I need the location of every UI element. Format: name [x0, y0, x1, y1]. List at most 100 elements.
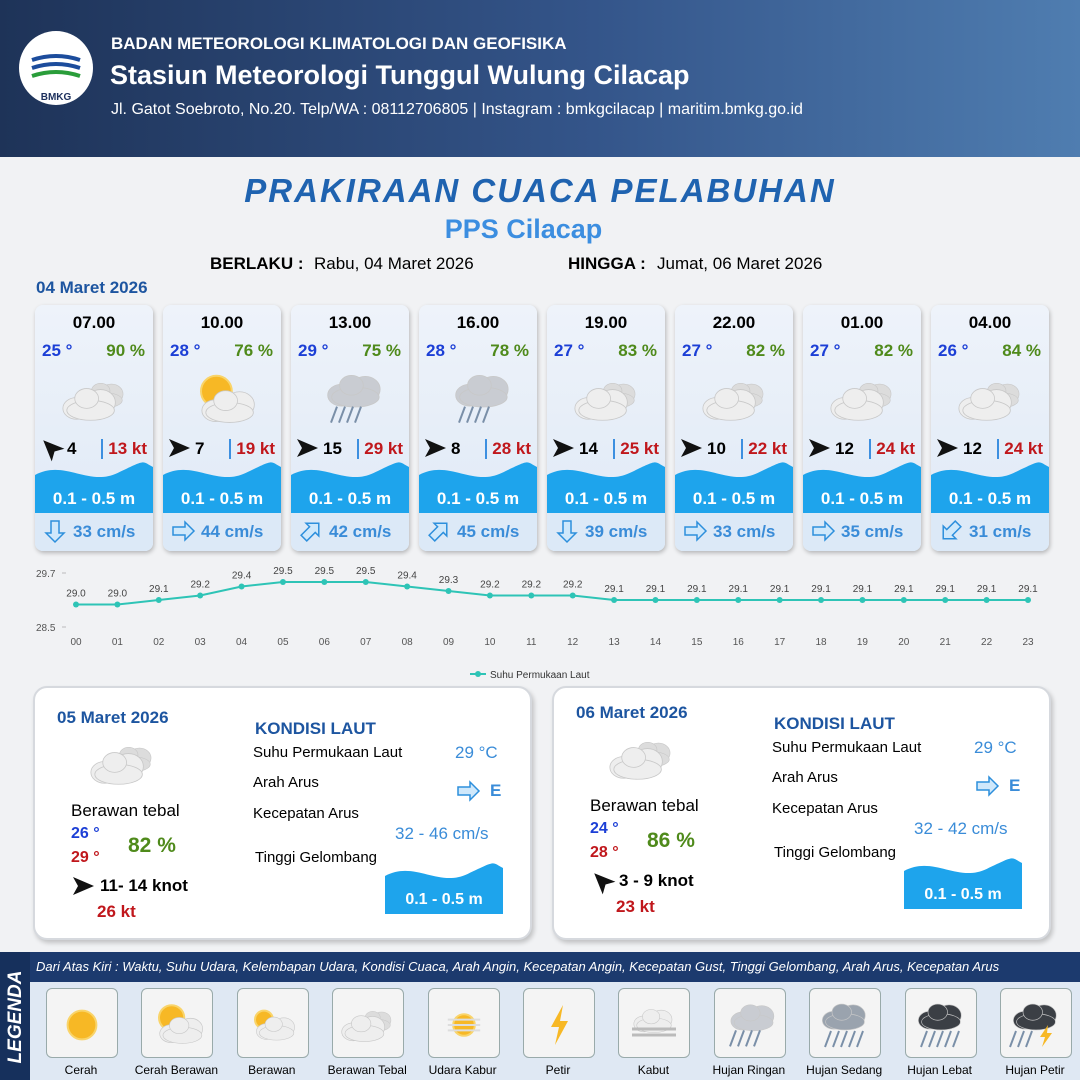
x-tick-label: 21	[940, 637, 952, 648]
sst-value-label: 29.3	[439, 575, 459, 586]
cloud-part	[1022, 1003, 1043, 1021]
time: 10.00	[200, 313, 244, 332]
sea-heading: KONDISI LAUT	[255, 719, 376, 738]
legend-label: Suhu Permukaan Laut	[490, 670, 590, 681]
sst-point	[238, 583, 245, 590]
legend-icon-box	[523, 988, 595, 1058]
legend-icon	[66, 1009, 98, 1041]
temp-min: 24 °	[590, 820, 619, 837]
gust-speed: 19 kt	[229, 439, 275, 459]
legend-icon-box	[1000, 988, 1072, 1058]
cloud-part	[740, 1004, 761, 1022]
current-dir-label: Arah Arus	[253, 774, 319, 791]
sst-point	[818, 597, 825, 603]
logo: BMKG	[19, 31, 93, 105]
current-dir-label: Arah Arus	[772, 769, 838, 786]
card-graphics	[291, 374, 409, 551]
current-direction-arrow	[172, 520, 196, 542]
y-tick-label: 28.5	[36, 623, 56, 634]
cloud-part	[842, 388, 867, 409]
x-tick-label: 16	[733, 637, 745, 648]
x-tick-label: 06	[319, 637, 331, 648]
forecast-card: 19.00 27 ° 83 % 14 25 kt 0.1 - 0.5 m 39 cm/s	[547, 305, 665, 551]
cloud-part	[264, 1016, 283, 1032]
legend-item-label: Cerah Berawan	[134, 1063, 219, 1077]
sst-value-label: 29.1	[1018, 584, 1038, 595]
validity-to-label: HINGGA :	[568, 254, 646, 273]
cloud	[1012, 1003, 1057, 1031]
forecast-card: 04.00 26 ° 84 % 12 24 kt 0.1 - 0.5 m 31 cm/s	[931, 305, 1049, 551]
legend-item-label: Kabut	[637, 1063, 670, 1077]
wind-direction-arrow	[73, 877, 94, 895]
wave	[547, 462, 665, 515]
forecast-date: 04 Maret 2026	[36, 278, 148, 297]
cloud	[609, 747, 663, 780]
wind-speed: 7	[195, 439, 205, 458]
cloud	[201, 390, 255, 423]
y-tick-label: 29.7	[36, 569, 56, 580]
x-tick-label: 05	[277, 637, 289, 648]
sst-point	[569, 592, 576, 599]
rain	[474, 406, 482, 423]
cloud	[702, 388, 756, 421]
sst-point	[321, 579, 328, 585]
logo-stripe	[31, 54, 81, 62]
legend-icon	[822, 1003, 866, 1048]
time: 04.00	[968, 313, 1012, 332]
wave-height: 0.1 - 0.5 m	[924, 886, 1002, 903]
legend-item-label: Petir	[545, 1063, 571, 1077]
wind-speed: 8	[451, 439, 461, 458]
legend-item-label: Cerah	[64, 1063, 98, 1077]
x-tick-label: 13	[609, 637, 621, 648]
x-tick-label: 22	[981, 637, 993, 648]
x-tick-label: 11	[526, 637, 537, 648]
cloud-part	[831, 1003, 852, 1021]
x-tick-label: 09	[443, 637, 455, 648]
wave-height: 0.1 - 0.5 m	[52, 489, 136, 508]
wave	[931, 462, 1049, 515]
gust-speed: 22 kt	[741, 439, 787, 459]
cloud	[830, 388, 884, 421]
current-speed: 45 cm/s	[457, 522, 520, 541]
wind-direction-arrow	[681, 439, 702, 457]
rain	[1025, 1030, 1033, 1048]
rain	[935, 1030, 944, 1048]
gust-speed: 29 kt	[357, 439, 403, 459]
legend-item-label: Hujan Petir	[1005, 1063, 1065, 1077]
sst-point	[155, 597, 162, 603]
rain	[951, 1030, 960, 1048]
cloud-part	[642, 1009, 661, 1025]
temperature: 26 °	[938, 341, 969, 360]
wind-direction-arrow	[425, 439, 446, 457]
rain	[840, 1030, 849, 1048]
wave-label: Tinggi Gelombang	[774, 844, 897, 861]
legend-icon	[158, 1004, 204, 1044]
wave-height: 0.1 - 0.5 m	[564, 489, 648, 508]
sst-value-label: 29.0	[66, 589, 86, 600]
sun	[66, 1009, 98, 1041]
forecast-card: 22.00 27 ° 82 % 10 22 kt 0.1 - 0.5 m 33 cm/s	[675, 305, 793, 551]
cloud-part	[621, 747, 646, 768]
sst-value-label: 29.5	[273, 566, 293, 577]
wave	[803, 462, 921, 515]
x-tick-label: 19	[857, 637, 869, 648]
humidity: 86 %	[647, 829, 695, 852]
x-tick-label: 15	[691, 637, 703, 648]
legend-icon	[632, 1009, 677, 1037]
temperature: 27 °	[554, 341, 585, 360]
sst: 29 °C	[455, 743, 498, 762]
cloud	[822, 1003, 866, 1031]
card-graphics	[547, 382, 665, 551]
rain	[856, 1030, 865, 1048]
gust-speed: 24 kt	[869, 439, 915, 459]
legend-item-label: Hujan Sedang	[806, 1063, 883, 1077]
legend-icon	[1009, 1003, 1057, 1048]
x-tick-label: 17	[774, 637, 786, 648]
humidity: 90 %	[106, 341, 145, 360]
wind-direction-arrow	[169, 439, 190, 457]
rain	[458, 406, 466, 423]
cloud-part	[970, 388, 995, 409]
x-tick-label: 12	[567, 637, 579, 648]
logo-disc	[19, 31, 93, 105]
